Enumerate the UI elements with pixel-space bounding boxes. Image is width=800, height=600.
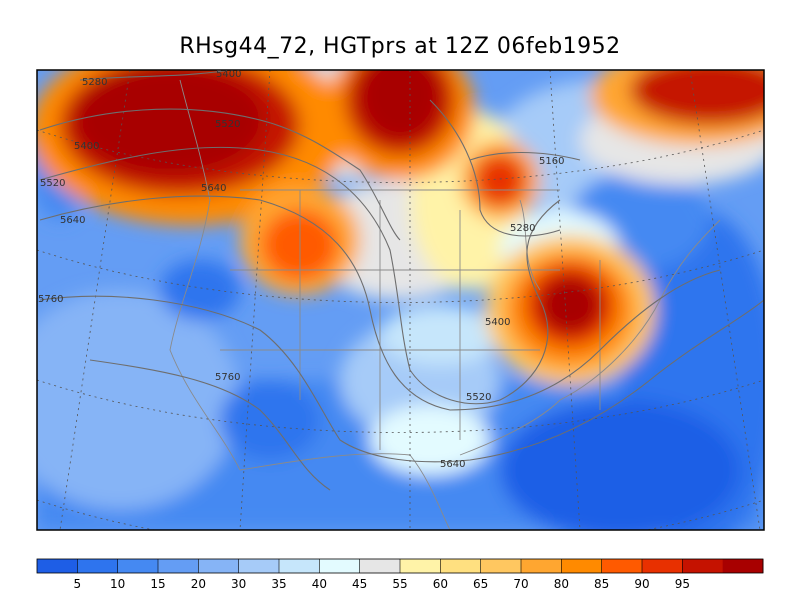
colorbar-swatch [279,559,320,573]
graticule [37,70,764,530]
colorbar-label: 15 [150,577,165,591]
colorbar-label: 40 [312,577,327,591]
humidity-field [37,70,764,530]
contour-label: 5760 [215,372,240,383]
colorbar-swatch [37,559,78,573]
colorbar-swatch [480,559,522,573]
colorbar-swatch [359,559,401,573]
colorbar-swatch [238,559,280,573]
colorbar-label: 65 [473,577,488,591]
contour-label: 5760 [38,294,63,305]
contour-label: 5160 [539,156,564,167]
colorbar-label: 55 [392,577,407,591]
colorbar-label: 60 [433,577,448,591]
colorbar-label: 35 [271,577,286,591]
plot-title: RHsg44_72, HGTprs at 12Z 06feb1952 [179,34,621,59]
colorbar-swatch [642,559,683,573]
colorbar-swatch [117,559,159,573]
contour-label: 5520 [40,178,65,189]
colorbar-label: 80 [554,577,569,591]
colorbar-label: 30 [231,577,246,591]
contour-label: 5640 [60,215,85,226]
colorbar-swatch [400,559,441,573]
colorbar-swatch [601,559,643,573]
colorbar-swatch [521,559,562,573]
colorbar-label: 5 [74,577,82,591]
map-outlines [169,79,721,530]
contour-label: 5280 [82,77,107,88]
colorbar-swatch [440,559,482,573]
map-frame [36,69,765,531]
contour-label: 5640 [201,183,226,194]
colorbar-labels: 5 10 15 20 30 35 40 45 55 60 65 70 80 85 90 95 [74,577,690,591]
colorbar-swatch [77,559,119,573]
contour-label: 5400 [485,317,510,328]
colorbar-label: 45 [352,577,367,591]
colorbar-swatch [561,559,603,573]
contour-label: 5400 [74,141,99,152]
height-contours [39,70,764,491]
contour-label: 5520 [215,119,240,130]
colorbar-label: 95 [675,577,690,591]
colorbar-label: 85 [594,577,609,591]
contour-label: 5400 [216,69,241,80]
colorbar-label: 90 [634,577,649,591]
contour-label: 5640 [440,459,465,470]
contour-label: 5280 [510,223,535,234]
colorbar-label: 10 [110,577,125,591]
colorbar-swatch [158,559,199,573]
contour-labels: 5280 5400 5400 5520 5520 5640 5640 5760 … [38,69,564,470]
colorbar-swatch [319,559,361,573]
colorbar-swatch [198,559,240,573]
colorbar-swatch [722,559,764,573]
colorbar-label: 70 [513,577,528,591]
colorbar-swatch [682,559,724,573]
colorbar-label: 20 [191,577,206,591]
contour-label: 5520 [466,392,491,403]
colorbar [36,558,764,574]
